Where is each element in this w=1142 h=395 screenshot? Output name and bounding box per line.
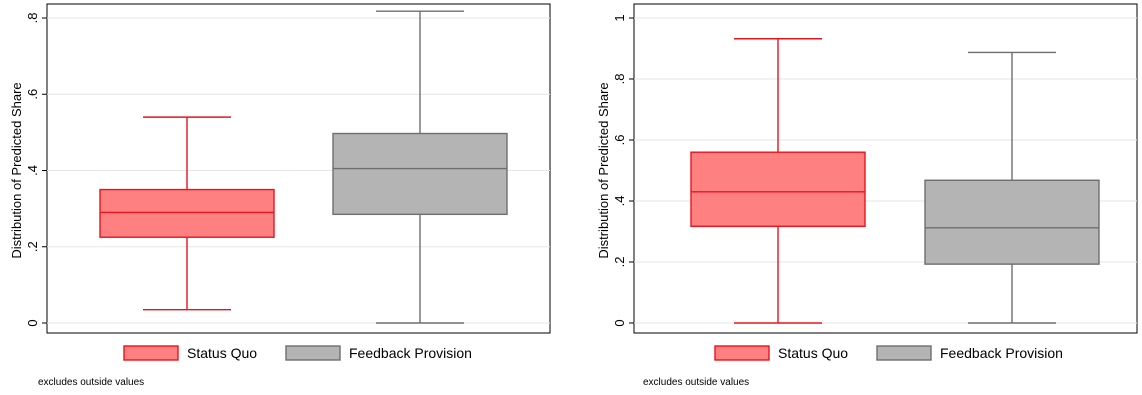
y-tick-label: .6 <box>612 135 627 146</box>
legend-label: Feedback Provision <box>349 345 472 361</box>
y-tick-label: .2 <box>25 241 40 252</box>
y-tick-label: 0 <box>25 319 40 326</box>
y-tick-label: 1 <box>612 14 627 21</box>
box-iqr <box>332 132 508 216</box>
chart-note: excludes outside values <box>643 377 749 388</box>
y-axis-title: Distribution of Predicted Share <box>9 82 24 258</box>
y-tick-label: .6 <box>25 89 40 100</box>
box-feedback-provision <box>924 51 1100 324</box>
legend-label: Status Quo <box>187 345 257 361</box>
chart-panel-2: 0 .2 .4 .6 .8 1 Distribution of Predicted Shar… <box>596 3 1138 388</box>
chart-panel-1: 0 .2 .4 .6 .8 Distribution of Predicted Share… <box>9 3 551 388</box>
box-iqr <box>690 151 866 228</box>
legend-label: Feedback Provision <box>940 345 1063 361</box>
y-tick-label: 0 <box>612 319 627 326</box>
legend-swatch <box>714 345 770 361</box>
y-tick-label: .2 <box>612 257 627 268</box>
legend-swatch <box>285 345 341 361</box>
y-tick-label: .4 <box>612 196 627 207</box>
box-iqr <box>99 188 275 238</box>
legend-label: Status Quo <box>778 345 848 361</box>
legend: Status Quo Feedback Provision <box>123 345 472 361</box>
y-axis-title: Distribution of Predicted Share <box>596 82 611 258</box>
legend: Status Quo Feedback Provision <box>714 345 1063 361</box>
chart-note: excludes outside values <box>38 377 144 388</box>
box-status-quo <box>690 38 866 324</box>
legend-swatch <box>123 345 179 361</box>
box-iqr <box>924 179 1100 265</box>
box-feedback-provision <box>332 10 508 324</box>
y-tick-label: .8 <box>612 74 627 85</box>
legend-swatch <box>876 345 932 361</box>
y-tick-label: .8 <box>25 13 40 24</box>
box-status-quo <box>99 116 275 311</box>
y-tick-label: .4 <box>25 165 40 176</box>
